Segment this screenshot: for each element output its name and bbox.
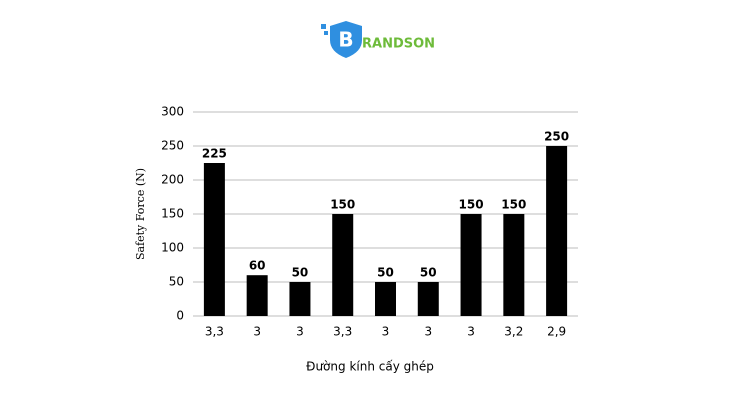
x-tick-label: 3 [296,325,304,339]
x-tick-label: 3,2 [504,325,523,339]
x-tick-label: 3 [253,325,261,339]
data-label: 50 [292,266,309,280]
y-tick-label: 300 [161,105,184,119]
x-tick-label: 3 [382,325,390,339]
logo-text: RANDSON [362,37,435,52]
y-axis-title: Safety Force (N) [134,168,147,260]
bar [375,282,396,316]
data-label: 60 [249,259,266,273]
x-tick-label: 2,9 [547,325,566,339]
y-tick-label: 100 [161,241,184,255]
x-tick-label: 3,3 [333,325,352,339]
data-label: 150 [330,198,355,212]
logo-pixel [324,31,328,35]
y-tick-label: 0 [176,309,184,323]
data-label: 50 [377,266,394,280]
x-tick-label: 3 [467,325,475,339]
data-label: 150 [501,198,526,212]
logo: B RANDSON [321,21,435,58]
bar [546,146,568,316]
bar [246,275,268,316]
bar [417,282,439,316]
x-tick-label: 3,3 [205,325,224,339]
data-label: 250 [544,130,569,144]
bar [332,214,354,316]
x-tick-label: 3 [424,325,432,339]
y-tick-label: 150 [161,207,184,221]
logo-shield [330,21,362,58]
logo-pixel [321,24,326,29]
bar [460,214,482,316]
data-label: 150 [459,198,484,212]
bar [289,282,311,316]
y-tick-label: 250 [161,139,184,153]
bar [503,214,525,316]
bar [203,163,225,316]
logo-letter: B [338,28,353,52]
data-label: 50 [420,266,437,280]
data-label: 225 [202,147,227,161]
y-tick-label: 200 [161,173,184,187]
y-tick-label: 50 [169,275,184,289]
x-axis-title: Đường kính cấy ghép [306,360,434,374]
